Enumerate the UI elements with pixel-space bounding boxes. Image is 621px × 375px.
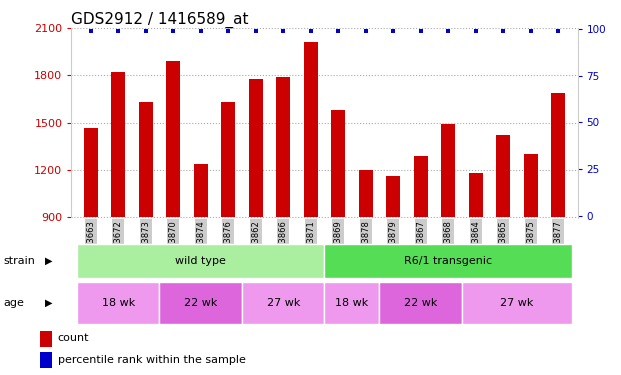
Bar <box>524 154 538 218</box>
Text: strain: strain <box>3 256 35 266</box>
Bar <box>139 102 153 218</box>
Point <box>361 28 371 34</box>
Text: ▶: ▶ <box>45 298 53 308</box>
Text: GDS2912 / 1416589_at: GDS2912 / 1416589_at <box>71 12 249 28</box>
Bar <box>77 244 325 278</box>
Bar <box>359 170 373 217</box>
Bar <box>111 72 125 217</box>
Point <box>471 28 481 34</box>
Point <box>306 28 315 34</box>
Bar <box>325 282 379 324</box>
Bar <box>496 135 510 218</box>
Bar <box>242 282 325 324</box>
Point <box>416 28 426 34</box>
Point <box>196 28 206 34</box>
Text: 18 wk: 18 wk <box>335 298 369 308</box>
Bar <box>304 42 317 218</box>
Point <box>278 28 288 34</box>
Point <box>86 28 96 34</box>
Point <box>223 28 233 34</box>
Point <box>553 28 563 34</box>
Text: 27 wk: 27 wk <box>266 298 300 308</box>
Text: 27 wk: 27 wk <box>501 298 533 308</box>
Bar <box>77 282 160 324</box>
Bar <box>325 244 572 278</box>
Text: 22 wk: 22 wk <box>184 298 217 308</box>
Point <box>443 28 453 34</box>
Point <box>168 28 178 34</box>
Bar <box>221 102 235 218</box>
Bar <box>386 177 400 218</box>
Text: age: age <box>3 298 24 308</box>
Bar <box>469 173 483 217</box>
Bar <box>462 282 572 324</box>
Text: count: count <box>58 333 89 344</box>
Bar <box>84 128 97 218</box>
Text: percentile rank within the sample: percentile rank within the sample <box>58 355 246 365</box>
Text: ▶: ▶ <box>45 256 53 266</box>
Bar <box>166 61 180 217</box>
Point <box>113 28 123 34</box>
Point <box>388 28 398 34</box>
Bar <box>40 331 52 346</box>
Text: wild type: wild type <box>175 256 226 266</box>
Bar <box>40 352 52 368</box>
Point <box>141 28 151 34</box>
Bar <box>379 282 462 324</box>
Bar <box>276 77 290 218</box>
Text: 22 wk: 22 wk <box>404 298 437 308</box>
Bar <box>332 110 345 218</box>
Point <box>498 28 508 34</box>
Bar <box>551 93 565 218</box>
Bar <box>249 79 263 218</box>
Bar <box>414 156 428 218</box>
Text: 18 wk: 18 wk <box>102 298 135 308</box>
Bar <box>442 124 455 217</box>
Text: R6/1 transgenic: R6/1 transgenic <box>404 256 492 266</box>
Bar <box>194 164 207 218</box>
Point <box>251 28 261 34</box>
Point <box>333 28 343 34</box>
Bar <box>160 282 242 324</box>
Point <box>526 28 536 34</box>
